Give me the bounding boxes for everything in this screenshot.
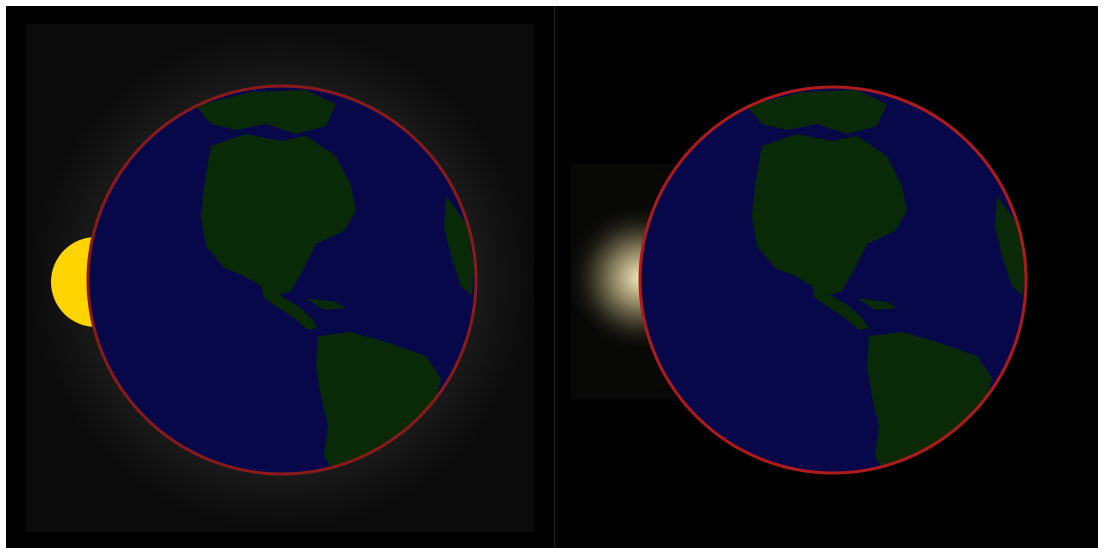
earth-globe-right bbox=[638, 85, 1028, 475]
continents bbox=[196, 90, 474, 474]
earth-globe bbox=[86, 84, 478, 476]
panel-divider bbox=[554, 6, 555, 548]
right-scene bbox=[555, 6, 1098, 548]
earth-rim bbox=[86, 84, 478, 476]
left-panel bbox=[6, 6, 554, 548]
left-scene bbox=[6, 6, 554, 548]
right-panel bbox=[555, 6, 1098, 548]
earth-rim-right bbox=[638, 85, 1028, 475]
